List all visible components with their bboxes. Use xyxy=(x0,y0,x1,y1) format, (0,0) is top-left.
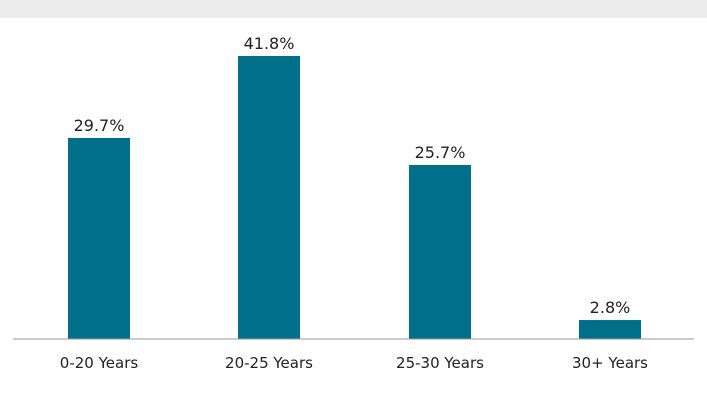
bar-4 xyxy=(579,320,641,339)
category-labels-group: 0-20 Years 20-25 Years 25-30 Years 30+ Year… xyxy=(60,354,648,372)
value-labels-group: 29.7% 41.8% 25.7% 2.8% xyxy=(74,34,631,317)
category-label-1: 0-20 Years xyxy=(60,354,139,372)
value-label-1: 29.7% xyxy=(74,116,125,135)
bar-3 xyxy=(409,165,471,339)
category-label-2: 20-25 Years xyxy=(225,354,313,372)
value-label-2: 41.8% xyxy=(244,34,295,53)
value-label-4: 2.8% xyxy=(590,298,631,317)
category-label-4: 30+ Years xyxy=(572,354,648,372)
bar-2 xyxy=(238,56,300,339)
category-label-3: 25-30 Years xyxy=(396,354,484,372)
value-label-3: 25.7% xyxy=(415,143,466,162)
bar-1 xyxy=(68,137,130,339)
bars-group xyxy=(68,56,641,339)
